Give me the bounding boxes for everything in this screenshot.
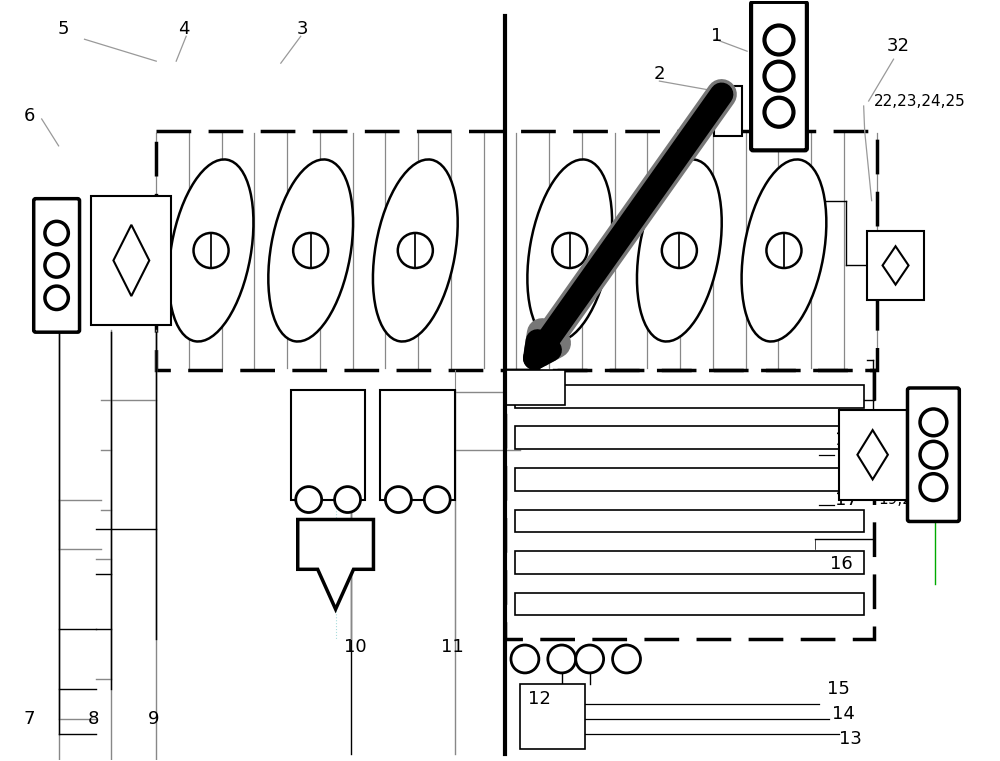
- Text: 17: 17: [835, 491, 858, 508]
- Polygon shape: [298, 520, 373, 609]
- Circle shape: [194, 233, 229, 268]
- Bar: [714, 86, 742, 136]
- Bar: [91, 196, 171, 325]
- Bar: [515, 510, 864, 533]
- Text: 18: 18: [835, 431, 858, 449]
- Bar: [380, 390, 455, 499]
- Text: 15: 15: [827, 680, 850, 698]
- Bar: [505, 370, 874, 639]
- Polygon shape: [113, 224, 149, 296]
- Circle shape: [920, 441, 947, 468]
- Circle shape: [662, 233, 697, 268]
- Circle shape: [45, 253, 68, 277]
- Circle shape: [45, 221, 68, 245]
- Text: 19,20,21: 19,20,21: [879, 492, 946, 507]
- Circle shape: [293, 233, 328, 268]
- Circle shape: [296, 486, 322, 512]
- Bar: [515, 385, 864, 408]
- Circle shape: [766, 233, 801, 268]
- Circle shape: [764, 97, 793, 127]
- Text: 14: 14: [832, 705, 855, 723]
- Ellipse shape: [268, 160, 353, 342]
- Text: 16: 16: [830, 556, 853, 573]
- Circle shape: [552, 233, 587, 268]
- FancyBboxPatch shape: [751, 2, 807, 151]
- Bar: [515, 426, 864, 449]
- Circle shape: [424, 486, 450, 512]
- Text: 12: 12: [528, 689, 551, 708]
- Text: 22,23,24,25: 22,23,24,25: [874, 94, 965, 109]
- Ellipse shape: [169, 160, 253, 342]
- Text: 3: 3: [297, 21, 308, 38]
- Bar: [515, 593, 864, 616]
- Circle shape: [764, 62, 793, 91]
- Bar: [867, 231, 924, 301]
- Circle shape: [45, 286, 68, 310]
- Text: 11: 11: [441, 638, 464, 656]
- FancyBboxPatch shape: [908, 388, 959, 521]
- Bar: [291, 390, 365, 499]
- Polygon shape: [857, 430, 888, 479]
- Text: 6: 6: [24, 107, 35, 125]
- Bar: [515, 468, 864, 491]
- Text: 5: 5: [58, 21, 69, 38]
- Ellipse shape: [373, 160, 458, 342]
- Circle shape: [576, 645, 604, 673]
- Circle shape: [920, 473, 947, 501]
- Polygon shape: [883, 247, 909, 285]
- Ellipse shape: [527, 160, 612, 342]
- Ellipse shape: [637, 160, 722, 342]
- Text: 1: 1: [711, 27, 722, 45]
- Text: 2: 2: [654, 65, 665, 83]
- Bar: [505, 370, 565, 405]
- Bar: [839, 410, 907, 499]
- Circle shape: [511, 645, 539, 673]
- Circle shape: [548, 645, 576, 673]
- Bar: [156, 131, 877, 370]
- Text: 4: 4: [178, 21, 190, 38]
- Text: 10: 10: [344, 638, 367, 656]
- Text: 13: 13: [839, 730, 862, 748]
- Text: 7: 7: [24, 710, 35, 728]
- Text: 9: 9: [148, 710, 159, 728]
- FancyBboxPatch shape: [34, 199, 80, 333]
- Circle shape: [335, 486, 361, 512]
- Circle shape: [764, 25, 793, 55]
- Text: 32: 32: [887, 37, 910, 56]
- Circle shape: [385, 486, 411, 512]
- Circle shape: [398, 233, 433, 268]
- Circle shape: [920, 409, 947, 436]
- Bar: [520, 684, 585, 749]
- Ellipse shape: [742, 160, 826, 342]
- Text: 8: 8: [88, 710, 99, 728]
- Circle shape: [613, 645, 640, 673]
- Bar: [515, 551, 864, 574]
